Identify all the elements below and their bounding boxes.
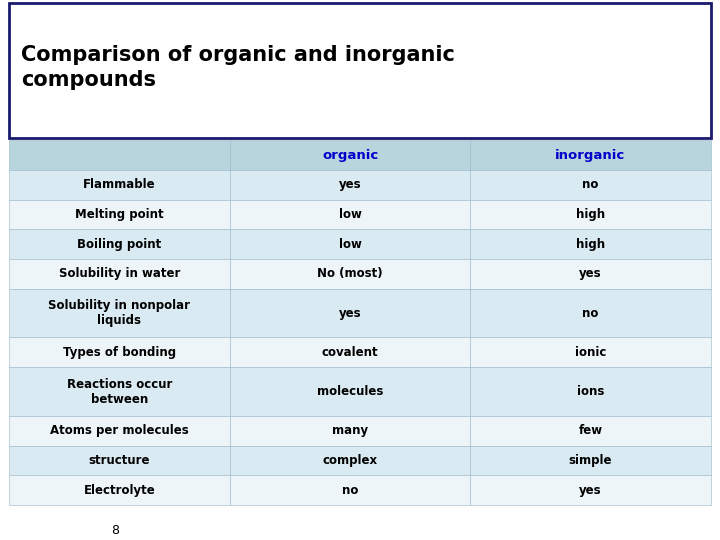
Text: yes: yes	[579, 267, 602, 280]
Text: Types of bonding: Types of bonding	[63, 346, 176, 359]
Text: no: no	[582, 178, 598, 191]
Text: high: high	[576, 208, 605, 221]
Bar	[470, 446, 711, 475]
Text: inorganic: inorganic	[555, 148, 626, 161]
Bar	[9, 200, 230, 230]
Bar	[9, 288, 230, 338]
Bar	[9, 140, 230, 170]
Text: low: low	[338, 238, 361, 251]
Text: many: many	[332, 424, 368, 437]
Bar	[9, 446, 230, 475]
Text: Solubility in nonpolar
liquids: Solubility in nonpolar liquids	[48, 299, 190, 327]
Text: complex: complex	[323, 454, 378, 467]
Bar	[230, 200, 470, 230]
Text: ionic: ionic	[575, 346, 606, 359]
Text: no: no	[342, 484, 359, 497]
Bar	[9, 367, 230, 416]
Bar	[9, 259, 230, 288]
Bar	[230, 338, 470, 367]
Text: Electrolyte: Electrolyte	[84, 484, 156, 497]
Text: Flammable: Flammable	[83, 178, 156, 191]
Text: no: no	[582, 307, 598, 320]
Text: Reactions occur
between: Reactions occur between	[67, 377, 172, 406]
Text: few: few	[578, 424, 603, 437]
Bar	[470, 288, 711, 338]
Bar	[230, 259, 470, 288]
Text: 8: 8	[111, 524, 120, 537]
Bar	[230, 288, 470, 338]
FancyBboxPatch shape	[9, 3, 711, 138]
Bar	[230, 230, 470, 259]
Bar	[470, 170, 711, 200]
Text: simple: simple	[569, 454, 612, 467]
Bar	[9, 170, 230, 200]
Bar	[230, 416, 470, 446]
Bar	[230, 446, 470, 475]
Bar	[470, 259, 711, 288]
Bar	[230, 170, 470, 200]
Text: Comparison of organic and inorganic
compounds: Comparison of organic and inorganic comp…	[22, 45, 455, 90]
Bar	[9, 416, 230, 446]
Text: low: low	[338, 208, 361, 221]
Bar	[470, 200, 711, 230]
Bar	[470, 367, 711, 416]
Text: Solubility in water: Solubility in water	[58, 267, 180, 280]
Bar	[230, 140, 470, 170]
Bar	[470, 140, 711, 170]
Text: structure: structure	[89, 454, 150, 467]
Text: covalent: covalent	[322, 346, 379, 359]
Text: yes: yes	[339, 307, 361, 320]
Text: yes: yes	[579, 484, 602, 497]
Bar	[9, 230, 230, 259]
Bar	[230, 475, 470, 505]
Bar	[470, 338, 711, 367]
Bar	[470, 230, 711, 259]
Text: high: high	[576, 238, 605, 251]
Bar	[470, 475, 711, 505]
Text: No (most): No (most)	[318, 267, 383, 280]
Bar	[230, 367, 470, 416]
Text: Melting point: Melting point	[75, 208, 163, 221]
Text: Atoms per molecules: Atoms per molecules	[50, 424, 189, 437]
Text: molecules: molecules	[317, 385, 383, 398]
Text: Boiling point: Boiling point	[77, 238, 161, 251]
Bar	[9, 475, 230, 505]
Text: organic: organic	[322, 148, 378, 161]
Bar	[9, 338, 230, 367]
Bar	[470, 416, 711, 446]
Text: ions: ions	[577, 385, 604, 398]
Text: yes: yes	[339, 178, 361, 191]
